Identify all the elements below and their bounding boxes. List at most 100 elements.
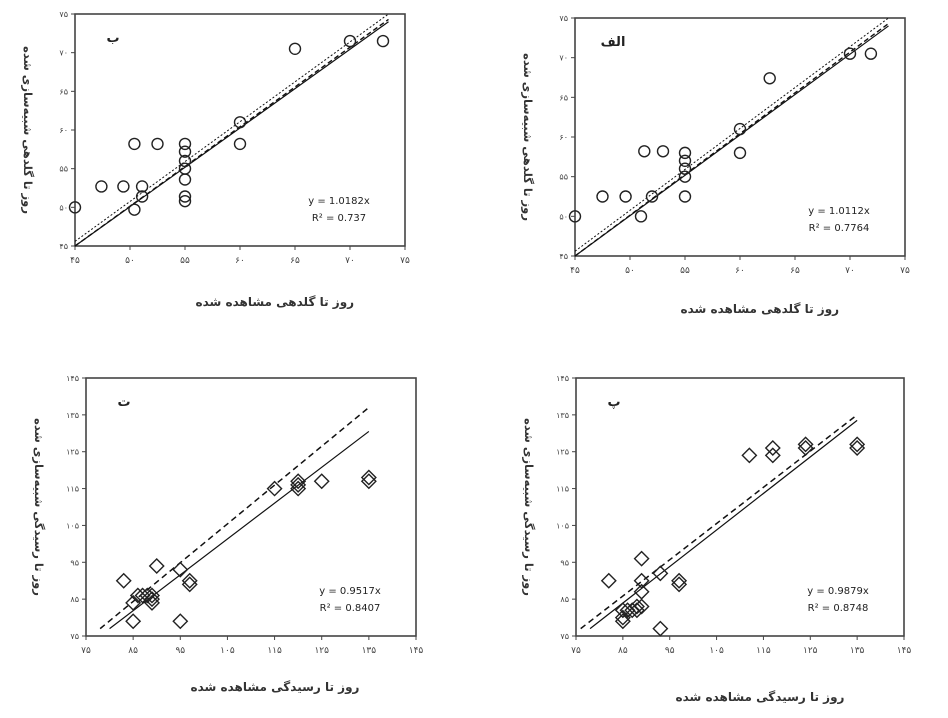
data-point [178,173,192,186]
y-tick-label: ۷۵ [59,10,68,19]
x-tick-label: ۹۵ [175,646,185,656]
data-point [115,572,132,589]
y-tick-label: ۴۵ [559,252,568,261]
x-axis-label: روز تا گلدهی مشاهده شده [195,295,355,309]
x-tick-label: ۱۴۵ [897,646,912,656]
data-point [144,587,160,604]
data-point [135,180,149,193]
data-point [763,72,776,85]
data-point [633,598,650,615]
data-point [266,480,283,497]
regression-annotation: y = 1.0112x [808,206,870,217]
data-point [678,162,692,175]
data-point [178,145,192,158]
data-point [233,137,247,151]
data-point [568,210,582,223]
y-tick-label: ۱۲۵ [66,448,79,457]
data-point [678,170,692,183]
y-tick-label: ۱۴۵ [66,374,79,383]
regression-annotation: y = 0.9879x [807,586,869,597]
regression-annotation: R² = 0.737 [312,213,366,224]
x-tick-label: ۱۱۵ [756,646,771,656]
x-tick-label: ۷۵ [81,646,91,656]
data-point [633,550,650,567]
one-to-one-line [74,13,389,242]
panel-letter: ب [106,31,119,46]
y-tick-label: ۱۱۵ [556,485,569,494]
data-point [95,180,108,193]
chart-panel-2: ۴۵ ۵۰ ۵۵ ۶۰ ۶۵ ۷۰ ۷۵ ۴۵ ۵۰ ۵۵ ۶۰ ۶۵ ۷۰ ۷۵ ب y = 1.0182x… [59,10,410,266]
data-point [652,565,669,582]
y-tick-label: ۷۰ [559,54,568,63]
x-tick-label: ۱۱۵ [267,646,282,656]
data-point [864,47,878,60]
y-axis-label-box: روز تا گلدهی شبیه‌سازی شده [20,46,35,214]
data-point [764,440,781,457]
data-point [843,47,857,60]
plot-frame [85,377,417,637]
chart-panel-3: ۷۵ ۸۵ ۹۵ ۱۰۵ ۱۱۵ ۱۲۵ ۱۳۵ ۱۴۵ ۷۵ ۸۵ ۹۵ ۱۰۵ ۱۱۵ ۱۲۵ ۱۳۵ ۱… [556,374,912,656]
chart-panel-1: ۴۵ ۵۰ ۵۵ ۶۰ ۶۵ ۷۰ ۷۵ ۴۵ ۵۰ ۵۵ ۶۰ ۶۵ ۷۰ ۷۵ الف y = 1.011… [559,14,910,276]
y-tick-label: ۴۵ [59,242,68,251]
x-tick-label: ۱۰۵ [220,646,235,656]
x-tick-label: ۵۰ [625,266,635,276]
data-point [148,557,165,574]
data-point [288,42,302,55]
data-point [600,572,617,589]
data-point [678,154,692,168]
x-axis-label: روز تا رسیدگی مشاهده شده [190,680,360,694]
data-point [135,190,149,203]
y-axis-label: روز تا رسیدگی شبیه‌سازی شده [31,418,46,596]
y-tick-label: ۶۰ [559,133,568,142]
data-point [376,34,390,48]
y-tick-label: ۷۵ [559,14,568,23]
data-point [178,194,192,208]
x-tick-label: ۵۵ [680,266,690,276]
x-tick-label: ۵۵ [180,256,190,266]
y-tick-label: ۱۳۵ [66,411,79,420]
data-point [68,201,82,214]
data-point [671,572,688,589]
data-point [128,137,141,151]
y-axis-label-box: روز تا رسیدگی شبیه‌سازی شده [31,418,46,596]
x-tick-label: ۱۳۵ [362,646,377,656]
x-tick-label: ۸۵ [128,646,138,656]
y-tick-label: ۵۵ [59,165,68,174]
data-point [797,436,814,453]
data-point [313,473,330,490]
x-tick-label: ۷۰ [845,266,855,276]
data-point [151,137,164,151]
regression-annotation: R² = 0.8748 [808,603,869,614]
data-point [596,190,609,203]
x-tick-label: ۶۵ [790,266,800,276]
y-tick-label: ۶۵ [59,87,68,96]
fit-line-solid [574,25,889,257]
fit-line-dashed [99,406,370,630]
x-tick-label: ۴۵ [70,256,80,266]
data-point [178,137,192,151]
y-tick-label: ۱۰۵ [556,521,569,530]
y-tick-label: ۶۵ [559,93,568,102]
data-point [360,469,377,486]
x-tick-label: ۷۵ [400,256,410,266]
y-tick-label: ۱۳۵ [556,411,569,420]
y-tick-label: ۱۱۵ [66,485,79,494]
y-tick-label: ۷۵ [70,632,79,641]
data-point [181,572,198,589]
y-axis-label: روز تا گلدهی شبیه‌سازی شده [520,53,535,221]
data-point [733,146,747,160]
x-tick-label: ۷۰ [345,256,355,266]
x-tick-label: ۷۵ [571,646,581,656]
regression-annotation: y = 1.0182x [308,196,370,207]
x-tick-label: ۹۵ [665,646,675,656]
x-axis-label: روز تا رسیدگی مشاهده شده [675,690,845,704]
y-axis-label-box: روز تا گلدهی شبیه‌سازی شده [520,53,535,221]
data-point [178,154,192,168]
data-point [733,122,747,136]
x-tick-label: ۴۵ [570,266,580,276]
x-tick-label: ۱۰۵ [709,646,724,656]
data-point [343,34,357,48]
fit-line-solid [74,21,389,247]
panel-letter: پ [607,395,620,410]
x-tick-label: ۱۳۵ [850,646,865,656]
